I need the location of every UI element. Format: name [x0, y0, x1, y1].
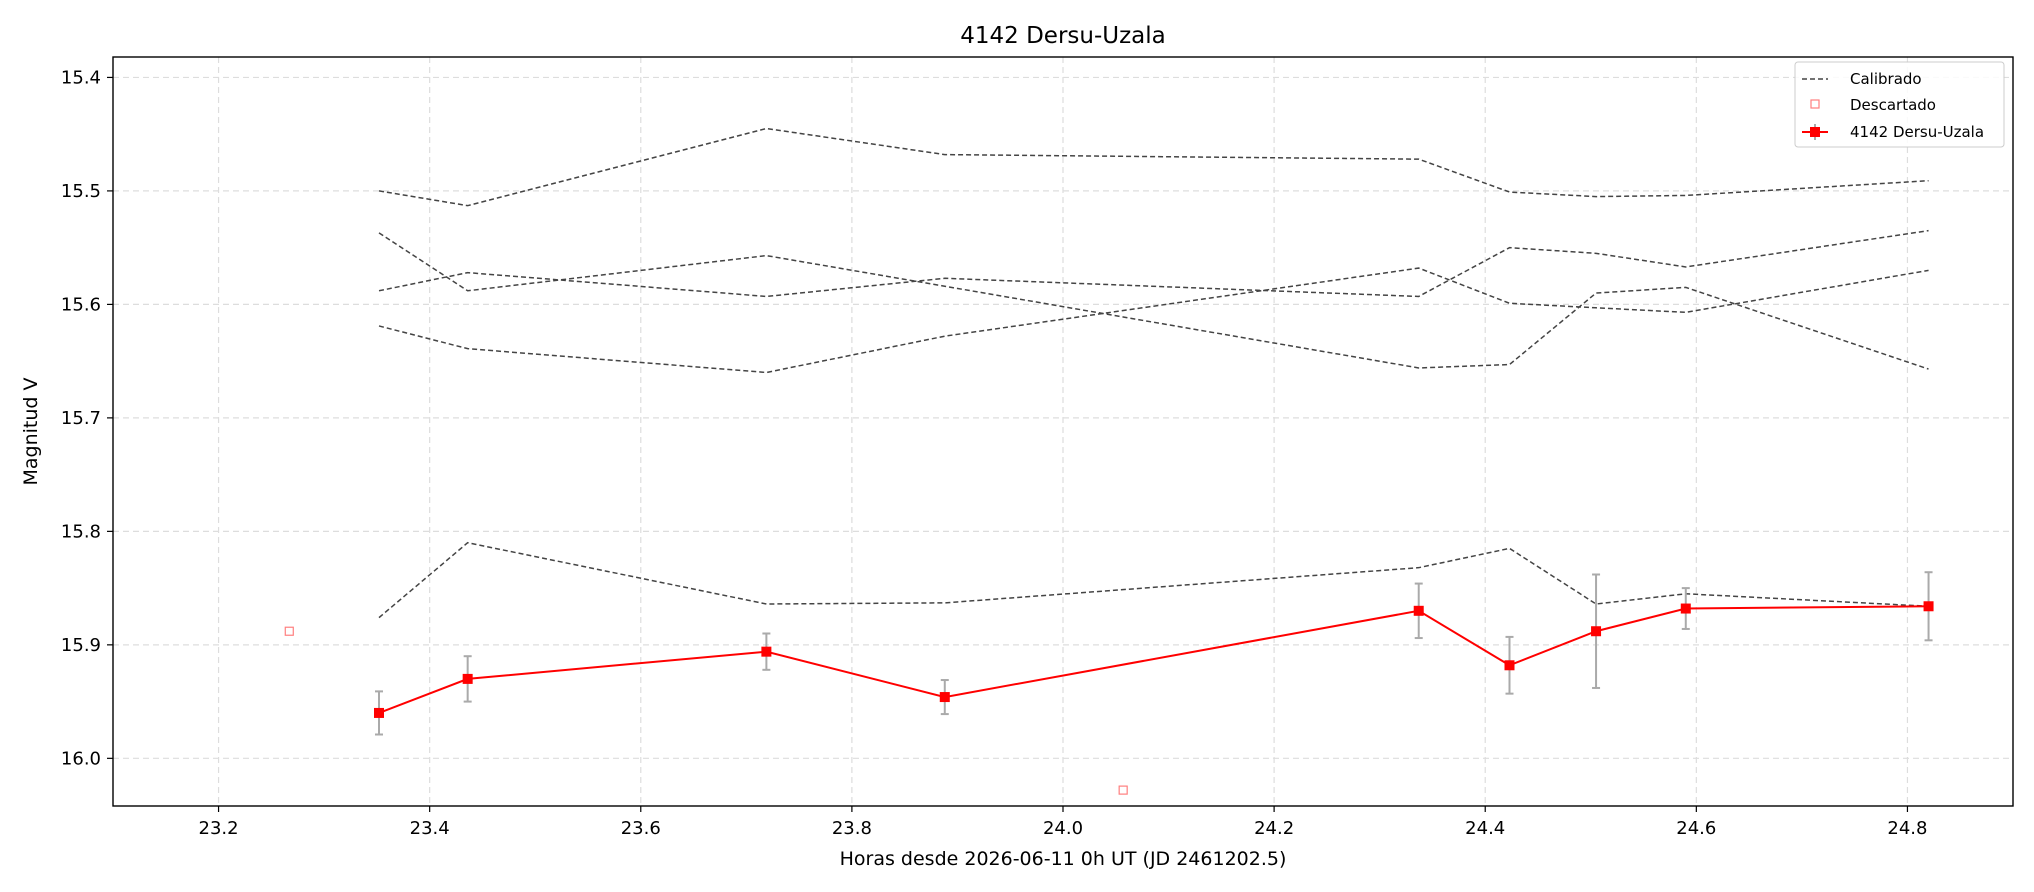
calibrated-lines	[378, 127, 1929, 619]
y-tick-label: 16.0	[61, 748, 101, 769]
target-point	[1591, 626, 1602, 637]
target-point	[761, 646, 772, 657]
legend-calibrado-label: Calibrado	[1850, 70, 1922, 88]
legend-target-label: 4142 Dersu-Uzala	[1850, 123, 1984, 141]
x-tick-label: 24.6	[1676, 818, 1716, 839]
legend-descartado-swatch	[1810, 99, 1820, 109]
legend: Calibrado Descartado 4142 Dersu-Uzala	[1794, 61, 2005, 148]
x-tick-label: 23.8	[832, 818, 872, 839]
x-tick-label: 24.8	[1887, 818, 1927, 839]
target-series	[374, 601, 1934, 718]
chart-title: 4142 Dersu-Uzala	[960, 23, 1166, 49]
legend-descartado-label: Descartado	[1850, 96, 1936, 114]
target-point	[1504, 660, 1515, 671]
legend-box	[1794, 61, 2005, 148]
x-tick-label: 23.6	[621, 818, 661, 839]
x-tick-label: 24.2	[1254, 818, 1294, 839]
legend-target-marker-swatch	[1810, 127, 1820, 137]
y-tick-label: 15.4	[61, 67, 101, 88]
calibrado-line	[378, 127, 1929, 207]
y-axis-ticks: 15.4 15.5 15.6 15.7 15.8 15.9 16.0	[61, 67, 113, 769]
y-axis-label: Magnitud V	[20, 377, 42, 485]
discarded-points	[284, 626, 1128, 795]
x-tick-label: 24.4	[1465, 818, 1505, 839]
y-tick-label: 15.6	[61, 294, 101, 315]
target-point	[1680, 603, 1691, 614]
calibrado-line	[378, 267, 1929, 374]
target-point	[462, 673, 473, 684]
calibrado-line	[378, 232, 1929, 370]
y-tick-label: 15.9	[61, 635, 101, 656]
x-tick-label: 23.4	[410, 818, 450, 839]
x-tick-label: 24.0	[1043, 818, 1083, 839]
target-point	[939, 692, 950, 703]
target-point	[1413, 605, 1424, 616]
x-tick-label: 23.2	[199, 818, 239, 839]
y-tick-label: 15.8	[61, 521, 101, 542]
calibrado-line	[378, 541, 1929, 619]
calibrado-line	[378, 229, 1929, 298]
target-point	[374, 707, 384, 718]
y-tick-label: 15.5	[61, 181, 101, 202]
y-tick-label: 15.7	[61, 408, 101, 429]
descartado-point	[1118, 785, 1128, 795]
descartado-point	[284, 626, 294, 636]
grid	[113, 57, 2013, 806]
x-axis-ticks: 23.2 23.4 23.6 23.8 24.0 24.2 24.4 24.6 24.8	[199, 806, 1927, 839]
error-bars	[375, 571, 1933, 736]
target-point	[1923, 601, 1934, 612]
x-axis-label: Horas desde 2026-06-11 0h UT (JD 2461202…	[840, 848, 1287, 870]
